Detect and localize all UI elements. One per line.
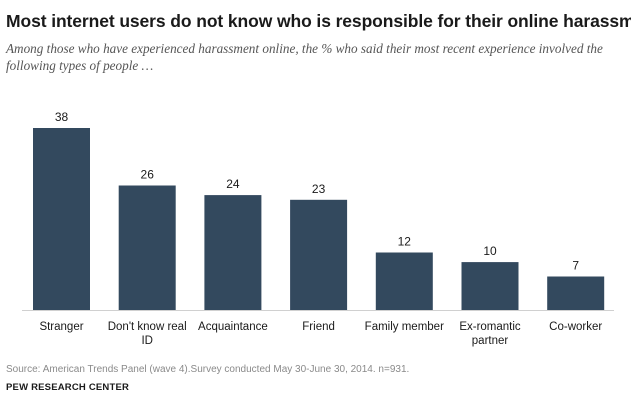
category-label: Stranger — [39, 321, 83, 333]
bar-value-label: 38 — [55, 110, 69, 124]
chart-subtitle: Among those who have experienced harassm… — [6, 41, 603, 73]
chart-title: Most internet users do not know who is r… — [6, 11, 631, 31]
org-name: PEW RESEARCH CENTER — [6, 382, 130, 393]
bar-value-label: 7 — [572, 259, 579, 273]
bar — [33, 128, 90, 310]
source-note: Source: American Trends Panel (wave 4).S… — [6, 364, 410, 375]
bar — [461, 262, 519, 310]
bar-value-label: 12 — [398, 235, 412, 249]
category-label: Friend — [302, 321, 335, 333]
category-label: Acquaintance — [198, 321, 268, 333]
bar-value-label: 24 — [226, 177, 240, 191]
bar — [118, 185, 176, 310]
bar — [290, 199, 348, 310]
category-label: Ex-romantic partner — [459, 321, 521, 347]
bar — [204, 195, 262, 310]
category-label: Family member — [365, 321, 444, 333]
bar-chart: 38 Stranger 26 Don't know real ID 24 Acquainta… — [22, 110, 614, 347]
bar-value-label: 26 — [141, 168, 155, 182]
category-label: Don't know real ID — [108, 321, 187, 347]
bar — [375, 252, 433, 310]
bar-value-label: 10 — [483, 244, 497, 258]
bar — [547, 276, 605, 310]
bar-value-label: 23 — [312, 182, 326, 196]
category-label: Co-worker — [549, 321, 602, 333]
